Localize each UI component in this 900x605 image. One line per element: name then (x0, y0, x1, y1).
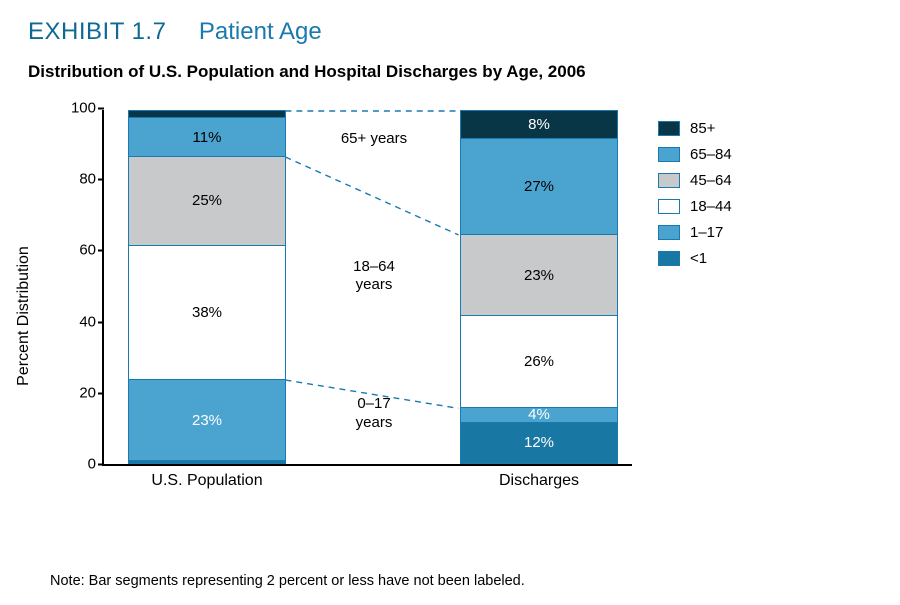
legend-swatch (658, 147, 680, 162)
x-axis-label: Discharges (460, 464, 618, 490)
legend-swatch (658, 121, 680, 136)
y-tick: 0 (60, 456, 96, 473)
legend-label: 18–44 (690, 198, 732, 215)
exhibit-number: EXHIBIT 1.7 (28, 18, 166, 46)
y-tick: 60 (60, 242, 96, 259)
legend-label: 1–17 (690, 224, 723, 241)
bar-segment: 23% (460, 234, 618, 315)
chart-container: Percent Distribution 02040608010023%38%2… (38, 106, 858, 526)
bar-segment: 11% (128, 117, 286, 156)
x-axis-label: U.S. Population (128, 464, 286, 490)
legend-label: 65–84 (690, 146, 732, 163)
mid-group-label: 0–17years (314, 395, 434, 433)
legend-item: 1–17 (658, 224, 732, 241)
legend: 85+ 65–84 45–64 18–44 1–17 <1 (658, 120, 732, 276)
y-tick: 100 (60, 100, 96, 117)
bar-segment: 12% (460, 422, 618, 464)
legend-swatch (658, 199, 680, 214)
bar-segment: 38% (128, 245, 286, 380)
legend-swatch (658, 251, 680, 266)
bar-segment: 25% (128, 156, 286, 245)
legend-item: 85+ (658, 120, 732, 137)
chart-subtitle: Distribution of U.S. Population and Hosp… (28, 62, 872, 82)
plot-area: 02040608010023%38%25%11%U.S. Population1… (102, 110, 632, 466)
footnote: Note: Bar segments representing 2 percen… (50, 573, 525, 589)
y-tick: 80 (60, 171, 96, 188)
bar-segment: 27% (460, 138, 618, 234)
bar-segment (128, 110, 286, 117)
legend-label: <1 (690, 250, 707, 267)
y-axis-label: Percent Distribution (15, 246, 33, 386)
y-tick: 40 (60, 313, 96, 330)
mid-group-label: 18–64years (314, 258, 434, 296)
legend-item: <1 (658, 250, 732, 267)
bar-segment: 26% (460, 315, 618, 407)
stacked-bar-us_pop: 23%38%25%11% (128, 110, 286, 464)
bar-segment: 8% (460, 110, 618, 138)
exhibit-title: Patient Age (199, 18, 322, 46)
bar-segment: 4% (460, 407, 618, 421)
legend-label: 85+ (690, 120, 715, 137)
exhibit-header: EXHIBIT 1.7 Patient Age (28, 18, 872, 46)
y-tick: 20 (60, 384, 96, 401)
legend-item: 45–64 (658, 172, 732, 189)
legend-item: 65–84 (658, 146, 732, 163)
mid-group-label: 65+ years (314, 130, 434, 149)
legend-item: 18–44 (658, 198, 732, 215)
stacked-bar-discharges: 12%4%26%23%27%8% (460, 110, 618, 464)
bar-segment: 23% (128, 379, 286, 460)
legend-swatch (658, 225, 680, 240)
legend-swatch (658, 173, 680, 188)
legend-label: 45–64 (690, 172, 732, 189)
